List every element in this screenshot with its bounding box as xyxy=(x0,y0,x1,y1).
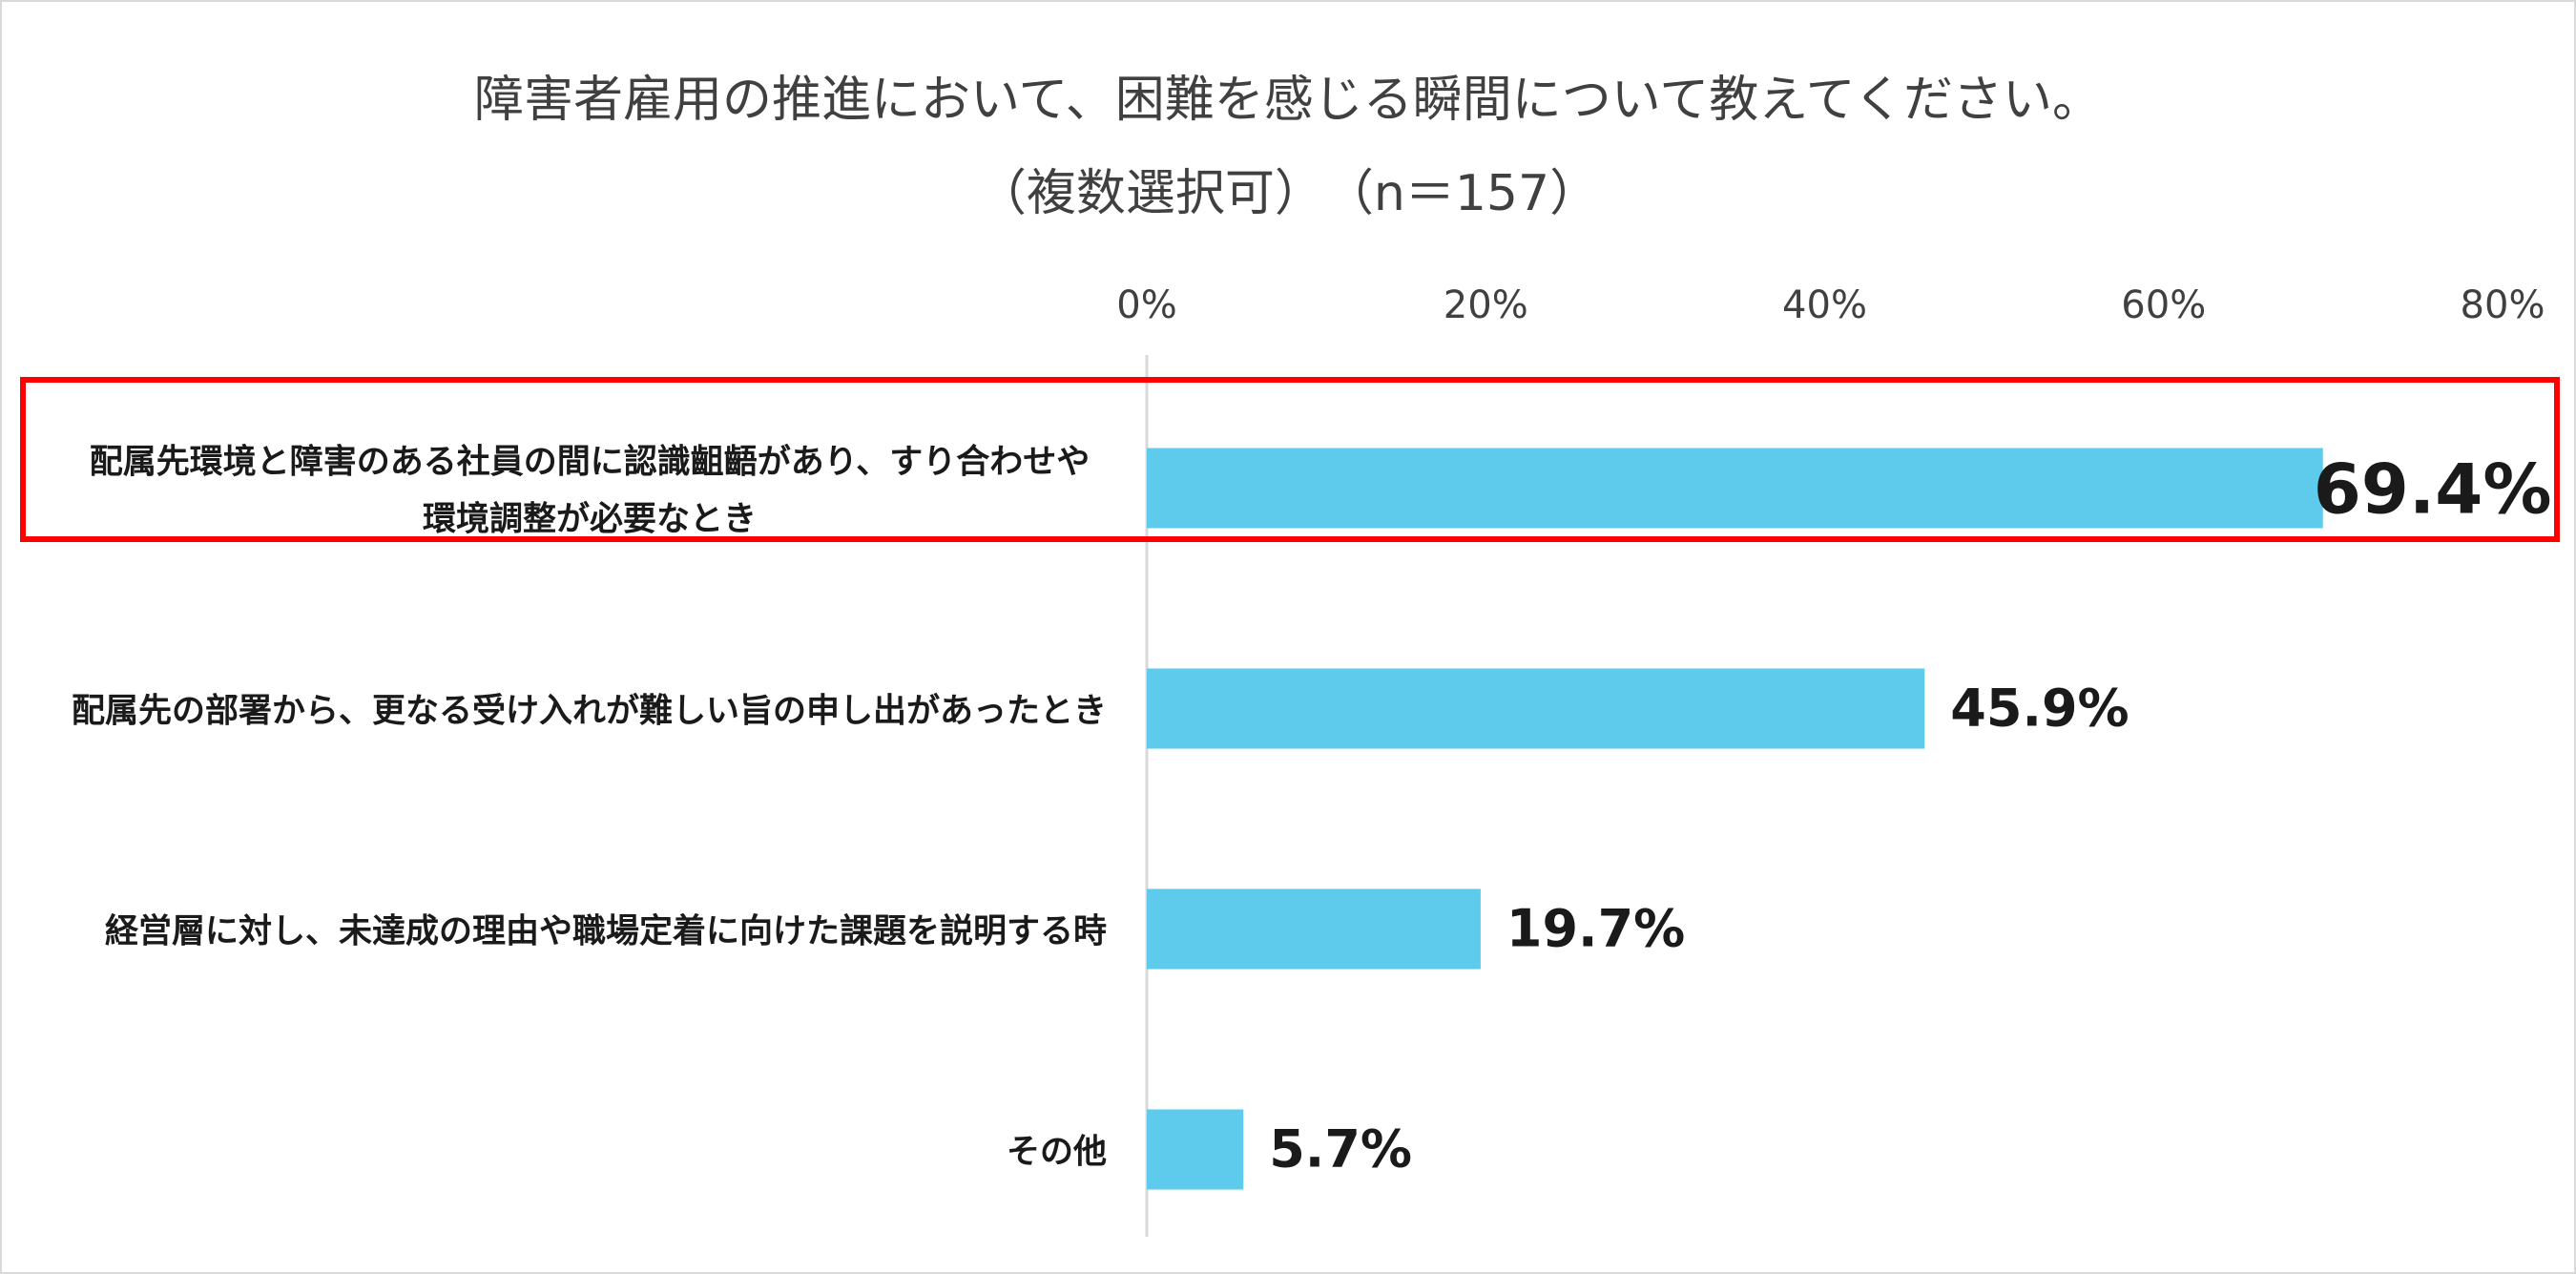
chart-subtitle: （複数選択可） （n＝157） xyxy=(976,165,1600,222)
x-tick-label: 20% xyxy=(1444,283,1528,327)
data-label: 5.7% xyxy=(1269,1119,1412,1180)
data-label: 45.9% xyxy=(1950,679,2129,739)
category-label: 環境調整が必要なとき xyxy=(423,501,757,539)
bar xyxy=(1147,1109,1244,1190)
highlight-box xyxy=(20,377,2560,542)
category-label: 経営層に対し、未達成の理由や職場定着に向けた課題を説明する時 xyxy=(105,913,1107,951)
bar xyxy=(1147,448,2323,529)
chart-title: 障害者雇用の推進において、困難を感じる瞬間について教えてください。 xyxy=(473,72,2103,129)
category-label: その他 xyxy=(1007,1134,1107,1172)
x-tick-label: 40% xyxy=(1782,283,1867,327)
x-tick-label: 80% xyxy=(2461,283,2545,327)
bar xyxy=(1147,888,1481,970)
category-label: 配属先環境と障害のある社員の間に認識齟齬があり、すり合わせや xyxy=(90,444,1091,482)
category-label: 配属先の部署から、更なる受け入れが難しい旨の申し出があったとき xyxy=(72,693,1107,731)
data-label: 69.4% xyxy=(2314,449,2552,530)
data-label: 19.7% xyxy=(1506,899,1685,959)
x-tick-label: 60% xyxy=(2121,283,2206,327)
bar xyxy=(1147,668,1925,749)
x-tick-label: 0% xyxy=(1116,283,1176,327)
